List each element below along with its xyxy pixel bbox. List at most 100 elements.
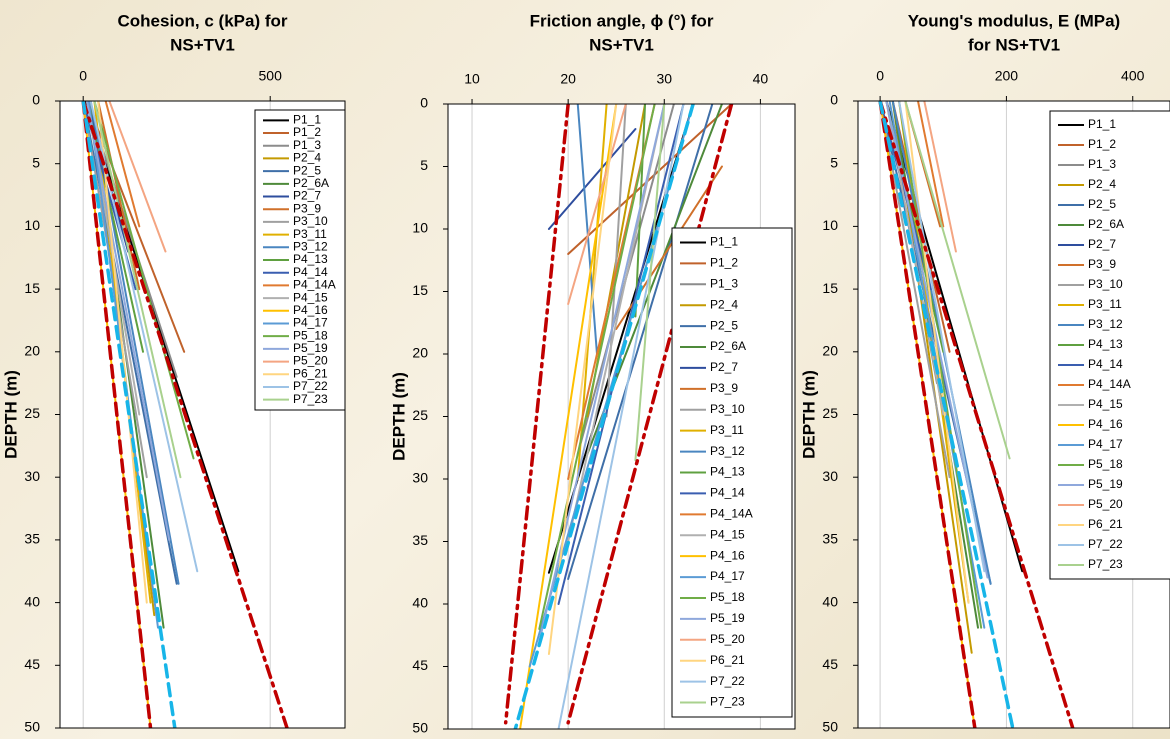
series-line <box>923 101 957 253</box>
series-line <box>93 101 195 460</box>
x-tick-label: 500 <box>259 68 283 84</box>
legend-label: P2_6A <box>293 176 329 190</box>
legend-label: P7_22 <box>293 379 328 393</box>
y-tick-label: 50 <box>24 719 40 735</box>
lines <box>81 101 289 728</box>
legend-label: P2_5 <box>1088 197 1116 211</box>
legend: P1_1P1_2P1_3P2_4P2_5P2_6AP2_7P3_9P3_10P3… <box>254 109 346 411</box>
legend-label: P4_17 <box>710 569 745 583</box>
legend-label: P5_18 <box>1088 457 1123 471</box>
legend-label: P2_4 <box>710 297 738 311</box>
x-tick-label: 40 <box>753 71 769 87</box>
legend-label: P7_23 <box>293 392 328 406</box>
y-tick-label: 10 <box>412 220 428 236</box>
trend-line <box>513 104 695 729</box>
series-line <box>97 101 148 604</box>
legend-label: P2_5 <box>710 318 738 332</box>
series-line <box>605 104 627 418</box>
y-tick-label: 35 <box>24 531 40 547</box>
legend-label: P5_20 <box>710 632 745 646</box>
y-tick-label: 35 <box>412 532 428 548</box>
legend-label: P2_6A <box>710 339 746 353</box>
y-axis-label: DEPTH (m) <box>799 370 818 459</box>
legend-label: P5_19 <box>1088 477 1123 491</box>
legend-label: P4_17 <box>1088 437 1123 451</box>
trend-line <box>81 101 153 728</box>
legend-label: P1_1 <box>710 235 738 249</box>
series-line <box>634 104 666 462</box>
y-tick-label: 5 <box>830 154 838 170</box>
legend-label: P3_11 <box>293 227 327 241</box>
legend-label: P1_3 <box>1088 157 1116 171</box>
legend-label: P1_3 <box>710 276 738 290</box>
y-tick-label: 25 <box>822 405 838 421</box>
series-line <box>93 101 182 479</box>
legend-label: P4_14 <box>710 486 745 500</box>
y-tick-label: 5 <box>420 157 428 173</box>
series-line <box>898 101 986 573</box>
legend-label: P5_19 <box>293 341 328 355</box>
legend-label: P4_14A <box>293 278 336 292</box>
legend-label: P2_4 <box>1088 177 1116 191</box>
y-tick-label: 25 <box>412 407 428 423</box>
legend-label: P7_23 <box>710 695 745 709</box>
x-tick-label: 10 <box>464 71 480 87</box>
legend-label: P3_12 <box>1088 317 1123 331</box>
chart-title: Cohesion, c (kPa) for <box>117 11 287 30</box>
legend-label: P3_9 <box>1088 257 1116 271</box>
legend: P1_1P1_2P1_3P2_4P2_5P2_6AP2_7P3_9P3_10P3… <box>671 227 793 718</box>
series-line <box>567 104 714 580</box>
y-tick-label: 20 <box>412 345 428 361</box>
y-tick-label: 10 <box>24 217 40 233</box>
plot-frame <box>447 103 796 730</box>
legend-label: P4_14 <box>1088 357 1123 371</box>
legend-label: P4_14A <box>1088 377 1131 391</box>
x-tick-label: 30 <box>656 71 672 87</box>
trend-line <box>878 101 977 728</box>
trend-line <box>878 101 1015 728</box>
chart-title: Young's modulus, E (MPa) <box>908 11 1120 30</box>
series-line <box>108 101 167 253</box>
legend-label: P1_1 <box>1088 117 1116 131</box>
legend-label: P4_15 <box>710 527 745 541</box>
y-tick-label: 40 <box>822 593 838 609</box>
series-line <box>104 101 141 228</box>
y-tick-label: 30 <box>24 468 40 484</box>
y-tick-label: 5 <box>32 154 40 170</box>
legend-label: P4_14A <box>710 506 753 520</box>
y-axis-label: DEPTH (m) <box>1 370 20 459</box>
y-tick-label: 35 <box>822 531 838 547</box>
y-tick-label: 0 <box>32 92 40 108</box>
series-line <box>547 104 618 655</box>
y-tick-label: 30 <box>412 470 428 486</box>
legend-label: P4_16 <box>293 303 328 317</box>
y-tick-label: 45 <box>24 656 40 672</box>
x-tick-label: 0 <box>876 68 884 84</box>
legend-label: P5_19 <box>710 611 745 625</box>
plot-frame <box>857 100 1170 729</box>
series-line <box>904 101 970 604</box>
y-tick-label: 40 <box>24 593 40 609</box>
legend-label: P5_18 <box>710 590 745 604</box>
legend-label: P3_10 <box>293 214 328 228</box>
x-tick-label: 400 <box>1121 68 1145 84</box>
series-line <box>547 128 637 230</box>
legend-label: P2_7 <box>1088 237 1116 251</box>
series-line <box>576 104 598 355</box>
y-tick-label: 20 <box>822 343 838 359</box>
chart-title: NS+TV1 <box>589 35 654 54</box>
x-tick-label: 200 <box>995 68 1019 84</box>
y-tick-label: 15 <box>822 280 838 296</box>
y-tick-label: 15 <box>412 282 428 298</box>
y-tick-label: 20 <box>24 343 40 359</box>
trend-line <box>503 104 570 725</box>
legend-label: P2_6A <box>1088 217 1124 231</box>
trend-line <box>81 101 177 728</box>
y-tick-label: 10 <box>822 217 838 233</box>
legend-label: P4_15 <box>293 290 328 304</box>
legend-label: P3_9 <box>293 201 321 215</box>
legend-label: P4_17 <box>293 316 328 330</box>
legend-label: P2_5 <box>293 163 321 177</box>
